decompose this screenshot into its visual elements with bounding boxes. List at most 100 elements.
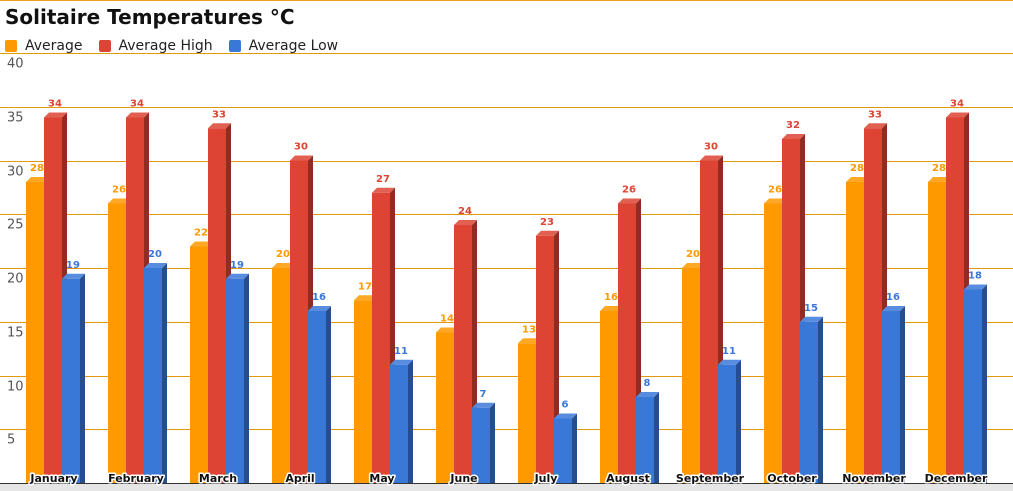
bar-june-average (436, 332, 454, 483)
value-label-june-average-low: 7 (480, 389, 487, 400)
value-label-november-average-high: 33 (868, 109, 882, 120)
legend-item-average-low[interactable]: Average Low (228, 38, 339, 54)
bar-august-average (600, 311, 618, 483)
bar-march-average-low (226, 278, 244, 483)
bar-top-february-average-high (126, 112, 149, 118)
bar-november-average-high (864, 128, 882, 483)
x-tick-label-february: February (108, 472, 164, 485)
bar-top-july-average-high (536, 230, 559, 236)
bar-august-average-high (618, 203, 636, 483)
bar-february-average-high (126, 117, 144, 483)
value-label-february-average: 26 (112, 185, 126, 196)
value-label-may-average-low: 11 (394, 346, 408, 357)
bar-july-average-low (554, 418, 572, 483)
top-rule (0, 0, 1013, 1)
bar-side-june-average-low (490, 402, 495, 483)
bar-top-january-average-low (62, 273, 85, 279)
value-label-august-average-high: 26 (622, 185, 636, 196)
bar-top-june-average (436, 327, 459, 333)
value-label-october-average: 26 (768, 185, 782, 196)
bar-top-september-average-low (718, 359, 741, 365)
bar-top-november-average-low (882, 306, 905, 311)
bar-top-january-average-high (44, 112, 67, 118)
bar-february-average-low (144, 268, 162, 483)
x-tick-label-july: July (534, 472, 558, 485)
bar-april-average (272, 268, 290, 483)
bar-top-march-average (190, 241, 213, 247)
y-tick-label-5: 5 (7, 433, 15, 448)
bar-top-june-average-low (472, 402, 495, 408)
bar-top-may-average-high (372, 187, 395, 193)
bar-top-august-average (600, 306, 623, 311)
bar-january-average-high (44, 117, 62, 483)
bar-top-may-average (354, 295, 377, 301)
value-label-april-average-high: 30 (294, 142, 308, 153)
legend-item-average-high[interactable]: Average High (98, 38, 213, 54)
bar-side-july-average-low (572, 413, 577, 483)
bar-january-average (26, 182, 44, 483)
legend-label-average-high: Average High (118, 38, 213, 54)
bar-february-average (108, 203, 126, 483)
bar-top-february-average-low (144, 263, 167, 268)
value-label-december-average-high: 34 (950, 99, 964, 110)
bar-october-average-high (782, 139, 800, 483)
bar-november-average (846, 182, 864, 483)
bar-top-december-average (928, 177, 951, 182)
bar-top-december-average-high (946, 112, 969, 118)
bar-top-july-average-low (554, 413, 577, 419)
value-label-january-average: 28 (30, 163, 44, 174)
bar-july-average (518, 343, 536, 483)
bar-top-march-average-low (226, 273, 249, 279)
bar-january-average-low (62, 278, 80, 483)
value-label-april-average-low: 16 (312, 292, 326, 303)
bar-side-november-average-low (900, 306, 905, 483)
bar-october-average (764, 203, 782, 483)
bar-december-average (928, 182, 946, 483)
bar-june-average-low (472, 407, 490, 483)
x-tick-label-april: April (285, 472, 314, 485)
bar-top-november-average (846, 177, 869, 182)
value-label-march-average-low: 19 (230, 260, 244, 271)
bar-september-average (682, 268, 700, 483)
y-tick-label-25: 25 (7, 218, 24, 233)
bar-side-october-average-low (818, 316, 823, 483)
bar-top-february-average (108, 198, 131, 204)
value-label-december-average: 28 (932, 163, 946, 174)
bar-top-january-average (26, 177, 49, 182)
value-label-february-average-high: 34 (130, 99, 144, 110)
legend: Average Average High Average Low (5, 38, 354, 54)
bar-november-average-low (882, 311, 900, 483)
value-label-november-average-low: 16 (886, 292, 900, 303)
x-tick-label-march: March (199, 472, 237, 485)
value-label-january-average-high: 34 (48, 99, 62, 110)
legend-label-average-low: Average Low (248, 38, 339, 54)
value-label-september-average: 20 (686, 249, 700, 260)
value-label-january-average-low: 19 (66, 260, 80, 271)
bar-april-average-high (290, 160, 308, 483)
value-label-july-average: 13 (522, 324, 536, 335)
bar-top-august-average-high (618, 198, 641, 204)
value-label-september-average-high: 30 (704, 142, 718, 153)
bar-may-average-high (372, 192, 390, 483)
bar-top-november-average-high (864, 123, 887, 129)
value-label-august-average: 16 (604, 292, 618, 303)
bar-july-average-high (536, 235, 554, 483)
value-label-july-average-high: 23 (540, 217, 554, 228)
bar-december-average-low (964, 289, 982, 483)
legend-swatch-average-high (98, 40, 111, 52)
bar-june-average-high (454, 225, 472, 483)
bar-side-march-average-low (244, 273, 249, 483)
value-label-april-average: 20 (276, 249, 290, 260)
legend-swatch-average-low (228, 40, 241, 52)
bar-top-may-average-low (390, 359, 413, 365)
bar-may-average-low (390, 364, 408, 483)
x-tick-label-november: November (842, 472, 906, 485)
bar-top-october-average-high (782, 134, 805, 139)
legend-item-average[interactable]: Average (5, 38, 83, 54)
value-label-february-average-low: 20 (148, 249, 162, 260)
bar-september-average-low (718, 364, 736, 483)
value-label-march-average: 22 (194, 228, 208, 239)
bar-top-april-average-low (308, 306, 331, 311)
bar-top-july-average (518, 338, 541, 344)
